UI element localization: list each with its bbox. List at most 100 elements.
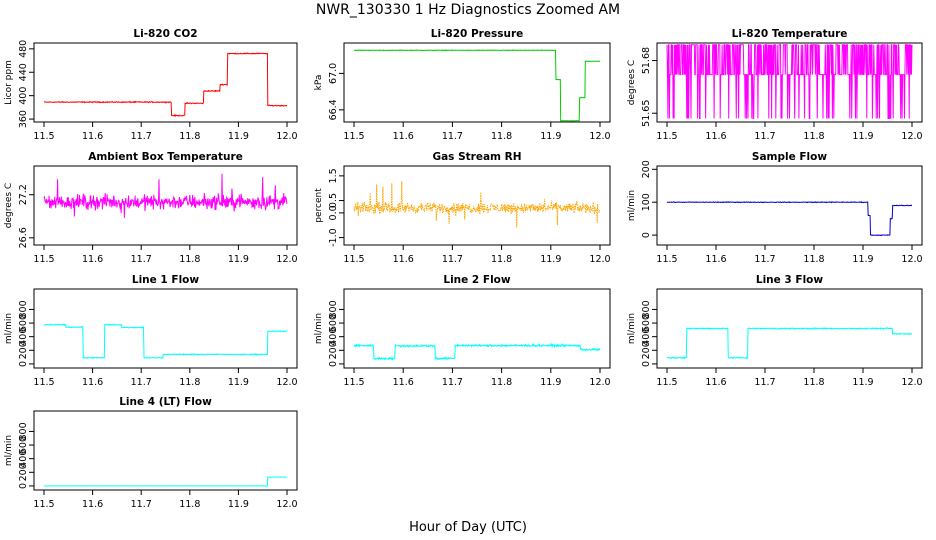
- series-line-co2: [43, 52, 288, 118]
- y-tick-label-line1-2: 400: [18, 328, 29, 346]
- panel-line2: Line 2 Flow 11.5 11.6 11.7 11.8 11.9 12.0 0 2004…: [314, 274, 611, 388]
- y-tick-label-line2-1: 200: [328, 341, 339, 359]
- plot-box-sample: [656, 165, 923, 246]
- y-tick-label-co2-2: 440: [18, 63, 29, 81]
- x-tick-label-rh-5: 12.0: [589, 254, 610, 265]
- plot-box-rh: [343, 165, 611, 246]
- x-tick-label-ambient-1: 11.6: [82, 254, 103, 265]
- series-line-pressure: [353, 49, 601, 122]
- x-tick-label-sample-2: 11.7: [754, 254, 775, 265]
- plot-box-line1: [33, 288, 298, 369]
- x-tick-label-line2-0: 11.5: [343, 377, 364, 388]
- panel-title-line4: Line 4 (LT) Flow: [119, 396, 212, 408]
- y-tick-label-line3-4: 800: [641, 300, 652, 318]
- panel-title-line2: Line 2 Flow: [443, 274, 510, 286]
- y-tick-label-line3-2: 400: [641, 328, 652, 346]
- panel-co2: Li-820 CO2 11.5 11.6 11.7 11.8 11.9 12.0 360 400…: [4, 28, 298, 142]
- y-tick-label-line2-0: 0: [328, 361, 339, 367]
- panel-rh: Gas Stream RH 11.5 11.6 11.7 11.8 11.9 12.0 -1.…: [314, 151, 611, 265]
- x-tick-label-ambient-2: 11.7: [131, 254, 152, 265]
- x-tick-label-rh-4: 11.9: [540, 254, 561, 265]
- panel-title-pressure: Li-820 Pressure: [431, 28, 524, 40]
- y-axis-label-ambient: degrees C: [4, 183, 14, 228]
- x-tick-label-sample-4: 11.9: [852, 254, 873, 265]
- y-tick-label-ambient-1: 27.2: [18, 184, 29, 205]
- x-tick-label-co2-5: 12.0: [276, 131, 297, 142]
- y-tick-label-line4-4: 800: [18, 422, 29, 440]
- y-tick-label-rh-1: 0.0: [328, 205, 339, 220]
- plot-box-ambient: [33, 165, 298, 246]
- y-tick-label-co2-0: 360: [18, 110, 29, 128]
- panel-title-line1: Line 1 Flow: [132, 274, 199, 286]
- plot-box-line4: [33, 410, 298, 491]
- series-line-rh: [353, 181, 601, 228]
- x-tick-label-line2-2: 11.7: [442, 377, 463, 388]
- x-tick-label-line1-1: 11.6: [82, 377, 103, 388]
- y-tick-label-temperature-0: 51.65: [641, 100, 652, 127]
- x-tick-label-line2-1: 11.6: [393, 377, 414, 388]
- y-axis-label-line4: ml/min: [4, 435, 14, 466]
- x-tick-label-pressure-2: 11.7: [442, 131, 463, 142]
- y-axis-label-sample: ml/min: [627, 190, 637, 221]
- y-tick-label-co2-3: 480: [18, 40, 29, 58]
- y-axis-label-pressure: kPa: [314, 75, 324, 91]
- y-tick-label-sample-1: 100: [641, 193, 652, 211]
- x-tick-label-co2-0: 11.5: [33, 131, 54, 142]
- x-tick-label-rh-2: 11.7: [442, 254, 463, 265]
- x-tick-label-sample-0: 11.5: [656, 254, 677, 265]
- y-axis-label-co2: Licor ppm: [4, 60, 14, 105]
- x-tick-label-co2-3: 11.8: [179, 131, 200, 142]
- panel-title-rh: Gas Stream RH: [432, 151, 521, 163]
- panel-ambient: Ambient Box Temperature 11.5 11.6 11.7 11.8 1…: [4, 151, 298, 265]
- x-tick-label-pressure-3: 11.8: [491, 131, 512, 142]
- x-tick-label-line1-3: 11.8: [179, 377, 200, 388]
- x-tick-label-co2-1: 11.6: [82, 131, 103, 142]
- x-tick-label-ambient-5: 12.0: [276, 254, 297, 265]
- series-line-line3: [666, 326, 912, 360]
- panel-title-co2: Li-820 CO2: [133, 28, 197, 40]
- panel-line3: Line 3 Flow 11.5 11.6 11.7 11.8 11.9 12.0 0 2004…: [627, 274, 923, 388]
- x-tick-label-co2-2: 11.7: [131, 131, 152, 142]
- plot-box-co2: [33, 42, 298, 123]
- y-tick-label-line3-3: 600: [641, 314, 652, 332]
- y-tick-label-sample-2: 200: [641, 160, 652, 178]
- panel-line1: Line 1 Flow 11.5 11.6 11.7 11.8 11.9 12.0 0 2004…: [4, 274, 298, 388]
- x-tick-label-line1-0: 11.5: [33, 377, 54, 388]
- x-tick-label-ambient-4: 11.9: [228, 254, 249, 265]
- y-tick-label-rh-2: 0.5: [328, 193, 339, 208]
- y-axis-label-temperature: degrees C: [627, 60, 637, 105]
- series-line-ambient: [43, 173, 288, 218]
- y-tick-label-line1-1: 200: [18, 341, 29, 359]
- y-tick-label-line3-1: 200: [641, 341, 652, 359]
- y-tick-label-line3-0: 0: [641, 361, 652, 367]
- panel-title-temperature: Li-820 Temperature: [732, 28, 848, 40]
- y-tick-label-rh-3: 1.5: [328, 168, 339, 183]
- y-tick-label-ambient-0: 26.6: [18, 227, 29, 248]
- x-tick-label-line2-3: 11.8: [491, 377, 512, 388]
- x-tick-label-temperature-4: 11.9: [852, 131, 873, 142]
- panel-temperature: Li-820 Temperature 11.5 11.6 11.7 11.8 11.9 12…: [627, 28, 923, 142]
- x-tick-label-sample-3: 11.8: [803, 254, 824, 265]
- x-tick-label-line4-5: 12.0: [276, 499, 297, 510]
- y-tick-label-sample-0: 0: [641, 232, 652, 238]
- y-tick-label-pressure-0: 66.4: [328, 99, 339, 120]
- x-tick-label-line3-3: 11.8: [803, 377, 824, 388]
- x-tick-label-temperature-0: 11.5: [656, 131, 677, 142]
- panel-title-ambient: Ambient Box Temperature: [88, 151, 243, 163]
- y-tick-label-line4-3: 600: [18, 436, 29, 454]
- panel-pressure: Li-820 Pressure 11.5 11.6 11.7 11.8 11.9 12.0 6…: [314, 28, 611, 142]
- x-tick-label-temperature-1: 11.6: [705, 131, 726, 142]
- x-tick-label-ambient-3: 11.8: [179, 254, 200, 265]
- plot-box-pressure: [343, 42, 611, 123]
- y-tick-label-line4-0: 0: [18, 483, 29, 489]
- x-tick-label-line3-0: 11.5: [656, 377, 677, 388]
- series-line-temperature: [666, 44, 913, 119]
- y-axis-label-line3: ml/min: [627, 313, 637, 344]
- x-tick-label-temperature-2: 11.7: [754, 131, 775, 142]
- series-line-line2: [353, 342, 601, 361]
- x-tick-label-line3-5: 12.0: [901, 377, 922, 388]
- series-line-line1: [43, 323, 288, 360]
- series-line-line4: [43, 476, 287, 487]
- x-tick-label-sample-5: 12.0: [901, 254, 922, 265]
